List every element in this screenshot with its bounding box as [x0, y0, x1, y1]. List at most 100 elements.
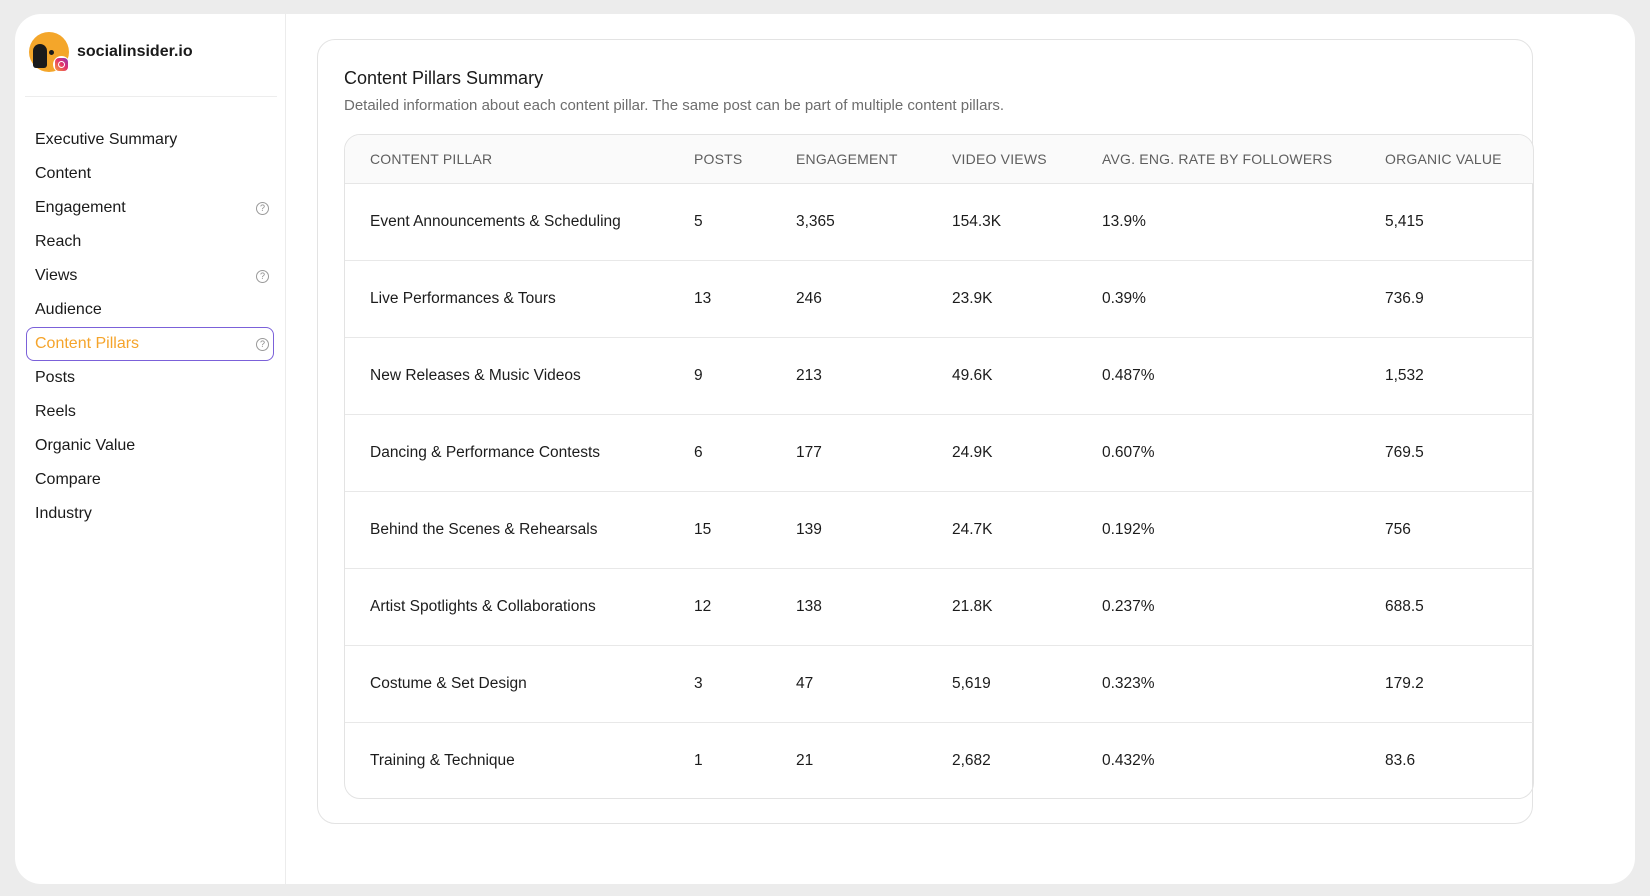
help-icon[interactable]: ? — [256, 201, 269, 215]
sidebar-item-label: Audience — [35, 301, 102, 318]
cell-organic-value: 756 — [1385, 490, 1533, 568]
cell-video-views: 24.9K — [952, 413, 1102, 491]
cell-posts: 6 — [694, 413, 796, 491]
cell-posts: 13 — [694, 259, 796, 337]
sidebar-item-label: Reels — [35, 403, 76, 420]
content-pillars-table: CONTENT PILLAR POSTS ENGAGEMENT VIDEO VI… — [344, 134, 1534, 799]
avatar-eye — [49, 50, 54, 55]
sidebar-item-label: Content Pillars — [35, 335, 140, 352]
sidebar-item-label: Posts — [35, 369, 76, 386]
cell-organic-value: 83.6 — [1385, 721, 1533, 798]
table-row[interactable]: Event Announcements & Scheduling 5 3,365 15… — [345, 183, 1533, 260]
sidebar-item-reels[interactable]: Reels — [26, 395, 274, 429]
cell-engagement: 21 — [796, 721, 952, 798]
table-row[interactable]: Costume & Set Design 3 47 5,619 0.323% 179.2 — [345, 644, 1533, 722]
cell-posts: 3 — [694, 644, 796, 722]
cell-posts: 9 — [694, 336, 796, 414]
cell-organic-value: 179.2 — [1385, 644, 1533, 722]
sidebar-item-content[interactable]: Content — [26, 157, 274, 191]
cell-organic-value: 769.5 — [1385, 413, 1533, 491]
cell-posts: 12 — [694, 567, 796, 645]
cell-content-pillar: Costume & Set Design — [345, 644, 694, 722]
sidebar-item-compare[interactable]: Compare — [26, 463, 274, 497]
cell-organic-value: 688.5 — [1385, 567, 1533, 645]
cell-content-pillar: Live Performances & Tours — [345, 259, 694, 337]
card-title: Content Pillars Summary — [344, 68, 544, 88]
avatar-figure — [33, 44, 47, 68]
app-window: socialinsider.io Executive Summary Conten… — [15, 14, 1635, 884]
instagram-badge — [53, 56, 70, 73]
sidebar-item-label: Industry — [35, 505, 92, 522]
sidebar-item-label: Organic Value — [35, 437, 136, 454]
sidebar-item-label: Views — [35, 267, 78, 284]
sidebar-item-organic-value[interactable]: Organic Value — [26, 429, 274, 463]
table-row[interactable]: Live Performances & Tours 13 246 23.9K 0.39%… — [345, 259, 1533, 337]
sidebar-item-content-pillars[interactable]: Content Pillars? — [26, 327, 274, 361]
sidebar-item-industry[interactable]: Industry — [26, 497, 274, 531]
column-header-engagement[interactable]: ENGAGEMENT — [796, 135, 952, 184]
cell-engagement: 138 — [796, 567, 952, 645]
table-row[interactable]: New Releases & Music Videos 9 213 49.6K 0.48… — [345, 336, 1533, 414]
sidebar-item-label: Engagement — [35, 199, 126, 216]
cell-avg-eng-rate: 0.39% — [1102, 259, 1385, 337]
cell-content-pillar: Event Announcements & Scheduling — [370, 212, 621, 230]
cell-organic-value: 1,532 — [1385, 336, 1533, 414]
cell-engagement: 177 — [796, 413, 952, 491]
sidebar-divider — [25, 96, 277, 97]
cell-content-pillar: New Releases & Music Videos — [345, 336, 694, 414]
cell-content-pillar: Training & Technique — [345, 721, 694, 798]
sidebar-item-engagement[interactable]: Engagement? — [26, 191, 274, 225]
table-row[interactable]: Artist Spotlights & Collaborations 12 138 2… — [345, 567, 1533, 645]
column-header-content-pillar[interactable]: CONTENT PILLAR — [345, 135, 694, 184]
table-row[interactable]: Behind the Scenes & Rehearsals 15 139 24.7K… — [345, 490, 1533, 568]
cell-engagement: 246 — [796, 259, 952, 337]
cell-avg-eng-rate: 0.432% — [1102, 721, 1385, 798]
sidebar: socialinsider.io Executive Summary Conten… — [15, 14, 286, 884]
content-pillars-card: Content Pillars Summary Detailed informa… — [317, 39, 1534, 824]
cell-avg-eng-rate: 0.487% — [1102, 336, 1385, 414]
table-row[interactable]: Training & Technique 1 21 2,682 0.432% 83.6 — [345, 721, 1533, 798]
card-subtitle: Detailed information about each content … — [344, 97, 1005, 114]
column-header-video-views[interactable]: VIDEO VIEWS — [952, 135, 1102, 184]
main-content: Content Pillars Summary Detailed informa… — [286, 14, 1635, 884]
cell-video-views: 154.3K — [952, 212, 1002, 230]
sidebar-item-reach[interactable]: Reach — [26, 225, 274, 259]
cell-engagement: 47 — [796, 644, 952, 722]
cell-avg-eng-rate: 0.607% — [1102, 413, 1385, 491]
sidebar-item-views[interactable]: Views? — [26, 259, 274, 293]
cell-video-views: 2,682 — [952, 721, 1102, 798]
cell-video-views: 49.6K — [952, 336, 1102, 414]
cell-content-pillar: Dancing & Performance Contests — [345, 413, 694, 491]
cell-avg-eng-rate: 0.192% — [1102, 490, 1385, 568]
cell-content-pillar: Behind the Scenes & Rehearsals — [345, 490, 694, 568]
column-header-organic-value[interactable]: ORGANIC VALUE — [1385, 135, 1533, 184]
cell-posts: 15 — [694, 490, 796, 568]
table-row[interactable]: Dancing & Performance Contests 6 177 24.9K 0… — [345, 413, 1533, 491]
cell-video-views: 23.9K — [952, 259, 1102, 337]
cell-avg-eng-rate: 13.9% — [1102, 212, 1146, 230]
sidebar-item-label: Content — [35, 165, 92, 182]
column-header-posts[interactable]: POSTS — [694, 135, 796, 184]
column-header-avg-eng-rate[interactable]: AVG. ENG. RATE BY FOLLOWERS — [1102, 135, 1385, 184]
cell-posts: 5 — [694, 212, 703, 230]
profile-avatar — [29, 32, 70, 73]
sidebar-item-posts[interactable]: Posts — [26, 361, 274, 395]
cell-engagement: 3,365 — [796, 212, 835, 230]
help-icon[interactable]: ? — [256, 337, 269, 351]
cell-video-views: 5,619 — [952, 644, 1102, 722]
cell-video-views: 24.7K — [952, 490, 1102, 568]
table-header-row: CONTENT PILLAR POSTS ENGAGEMENT VIDEO VI… — [345, 135, 1533, 184]
cell-engagement: 139 — [796, 490, 952, 568]
cell-organic-value: 5,415 — [1385, 212, 1424, 230]
cell-content-pillar: Artist Spotlights & Collaborations — [345, 567, 694, 645]
help-icon[interactable]: ? — [256, 269, 269, 283]
sidebar-item-audience[interactable]: Audience — [26, 293, 274, 327]
cell-engagement: 213 — [796, 336, 952, 414]
sidebar-item-label: Executive Summary — [35, 131, 178, 148]
cell-posts: 1 — [694, 721, 796, 798]
sidebar-item-executive-summary[interactable]: Executive Summary — [26, 123, 274, 157]
brand[interactable]: socialinsider.io — [29, 32, 275, 73]
cell-organic-value: 736.9 — [1385, 259, 1533, 337]
sidebar-nav: Executive Summary Content Engagement? Reach… — [15, 123, 285, 531]
brand-name: socialinsider.io — [77, 43, 193, 60]
